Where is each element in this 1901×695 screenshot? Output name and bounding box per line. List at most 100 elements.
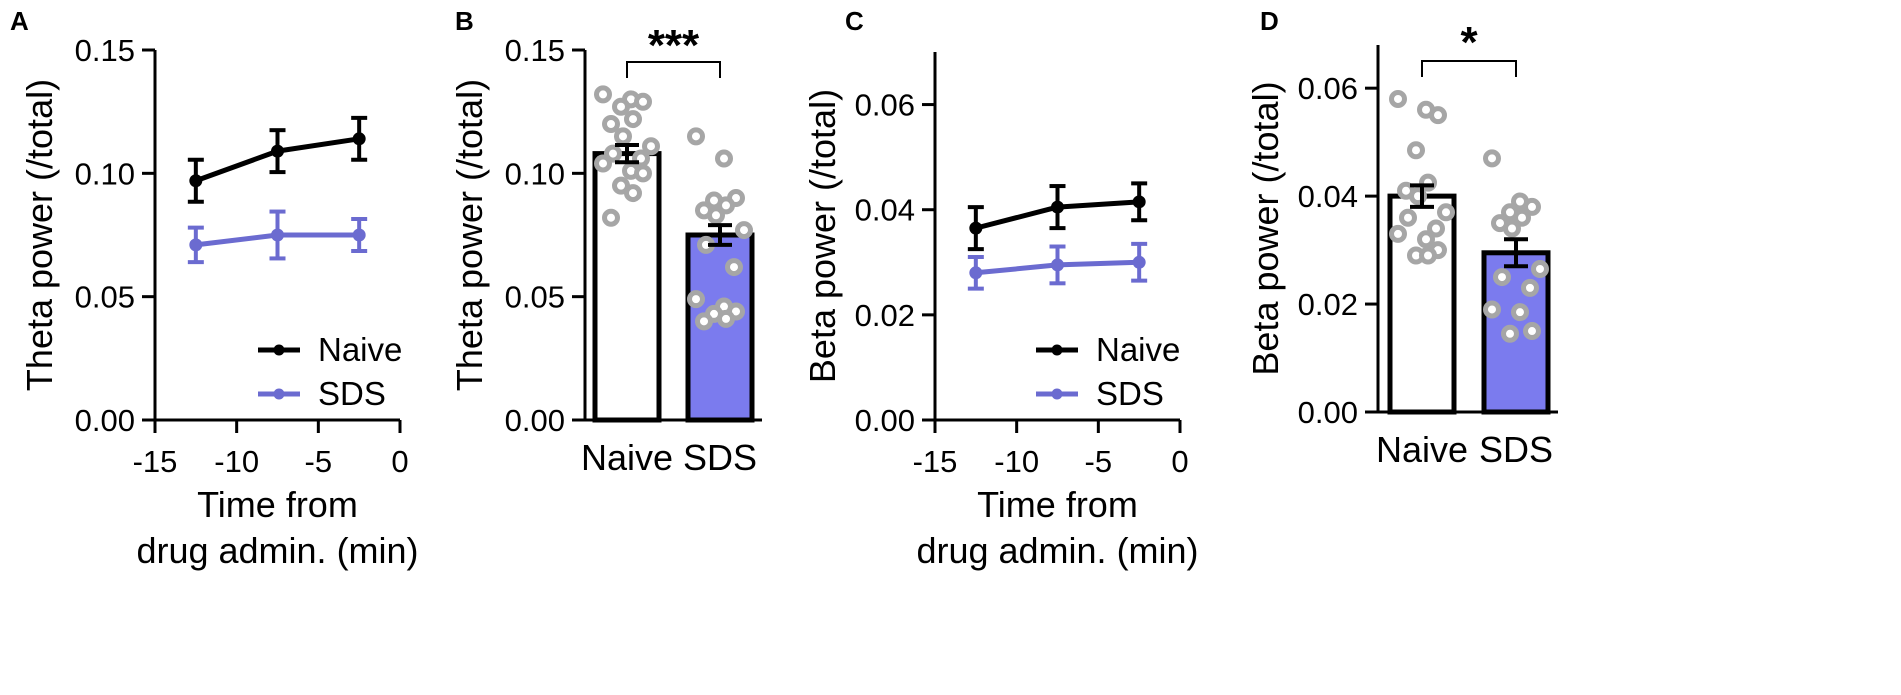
individual-point [1503, 219, 1521, 238]
individual-point [634, 92, 652, 111]
individual-point [1429, 106, 1447, 125]
x-tick-label: -15 [133, 444, 178, 479]
individual-point [1511, 303, 1529, 322]
individual-point [725, 258, 743, 277]
x-axis-label-line1: Time from [197, 484, 358, 525]
individual-point [634, 164, 652, 183]
series-naive [187, 115, 368, 204]
individual-point [1417, 230, 1435, 249]
series-sds [967, 241, 1148, 291]
y-tick-label: 0.00 [1298, 395, 1358, 430]
data-point [352, 132, 366, 146]
individual-point [1493, 268, 1511, 287]
individual-point [1419, 246, 1437, 265]
x-axis-label-line1: Time from [977, 484, 1138, 525]
individual-point [1483, 300, 1501, 319]
legend-label-sds: SDS [1096, 375, 1164, 412]
y-tick-label: 0.06 [855, 88, 915, 123]
individual-point [1399, 208, 1417, 227]
bar-group-naive: Naive [581, 85, 673, 478]
x-tick-label: -10 [994, 444, 1039, 479]
individual-point [642, 137, 660, 156]
panel-d: D 0.00 0.02 0.04 0.06 Beta power (/total) Naiv… [1245, 6, 1558, 470]
y-axis-label: Theta power (/total) [449, 79, 490, 391]
bar-group-sds: SDS [1479, 149, 1553, 470]
individual-point [707, 206, 725, 225]
x-tick-label: 0 [391, 444, 408, 479]
x-tick-label: -10 [214, 444, 259, 479]
individual-point [1483, 149, 1501, 168]
x-category-label: Naive [1376, 429, 1468, 470]
y-tick-label: 0.06 [1298, 71, 1358, 106]
individual-point [1531, 259, 1549, 278]
x-tick-label: -15 [913, 444, 958, 479]
panel-letter: D [1260, 6, 1279, 36]
x-category-label: SDS [1479, 429, 1553, 470]
series-naive [967, 181, 1148, 252]
series-sds [187, 209, 368, 265]
individual-point [1389, 89, 1407, 108]
data-point [352, 228, 366, 242]
data-point [1051, 258, 1064, 272]
individual-point [717, 196, 735, 215]
y-tick-label: 0.02 [855, 298, 915, 333]
individual-point [614, 127, 632, 146]
legend-label-naive: Naive [318, 331, 402, 368]
significance-bracket [1421, 60, 1517, 77]
y-tick-label: 0.00 [855, 403, 915, 438]
individual-point [1427, 219, 1445, 238]
individual-point [594, 85, 612, 104]
panel-c: C 0.00 0.02 0.04 0.06 Beta power (/total) -15 -… [802, 6, 1199, 571]
individual-point [687, 127, 705, 146]
y-tick-label: 0.10 [505, 156, 565, 191]
y-tick-label: 0.00 [75, 403, 135, 438]
y-tick-label: 0.05 [505, 280, 565, 315]
y-axis-label: Beta power (/total) [1245, 81, 1286, 375]
y-tick-label: 0.02 [1298, 287, 1358, 322]
y-tick-label: 0.04 [855, 193, 915, 228]
legend-label-sds: SDS [318, 375, 386, 412]
bar-group-sds: SDS [683, 127, 757, 478]
individual-point [602, 115, 620, 133]
individual-point [602, 208, 620, 227]
legend-marker-sds [1051, 388, 1063, 400]
y-tick-label: 0.05 [75, 280, 135, 315]
individual-point [1501, 324, 1519, 343]
y-axis-label: Theta power (/total) [19, 79, 60, 391]
individual-point [612, 97, 630, 116]
individual-point [1521, 278, 1539, 297]
data-point [969, 266, 983, 280]
individual-point [624, 184, 642, 203]
legend-marker-sds [273, 388, 285, 400]
legend-marker-naive [273, 344, 285, 356]
x-category-label: Naive [581, 437, 673, 478]
individual-point [715, 149, 733, 168]
y-tick-label: 0.15 [505, 33, 565, 68]
individual-point [1513, 208, 1531, 227]
individual-point [1407, 141, 1425, 160]
y-axis-label: Beta power (/total) [802, 89, 843, 383]
panel-letter: B [455, 6, 474, 36]
legend: Naive SDS [1036, 331, 1180, 412]
data-point [1132, 195, 1146, 209]
legend-label-naive: Naive [1096, 331, 1180, 368]
panel-letter: C [845, 6, 864, 36]
bar-group-naive: Naive [1376, 89, 1468, 470]
individual-point [1523, 197, 1541, 216]
data-point [189, 238, 203, 252]
individual-point [594, 154, 612, 173]
x-axis-label-line2: drug admin. (min) [136, 530, 418, 571]
individual-point [604, 144, 622, 163]
individual-point [1523, 322, 1541, 341]
y-tick-label: 0.10 [75, 156, 135, 191]
individual-point [624, 110, 642, 129]
legend: Naive SDS [258, 331, 402, 412]
x-tick-label: -5 [305, 444, 333, 479]
individual-point [1437, 203, 1455, 222]
individual-point [1389, 224, 1407, 243]
data-point [1051, 200, 1064, 214]
data-point [189, 174, 203, 188]
x-axis-label-line2: drug admin. (min) [916, 530, 1198, 571]
panel-letter: A [10, 6, 29, 36]
y-tick-label: 0.00 [505, 403, 565, 438]
